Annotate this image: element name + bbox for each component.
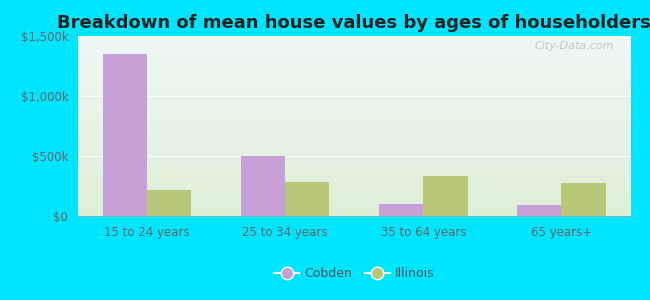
Bar: [562, 183, 606, 216]
Bar: [517, 205, 562, 216]
Legend: Cobden, Illinois: Cobden, Illinois: [269, 262, 439, 285]
Title: Breakdown of mean house values by ages of householders: Breakdown of mean house values by ages o…: [57, 14, 650, 32]
Bar: [241, 156, 285, 216]
Bar: [103, 54, 147, 216]
Bar: [285, 182, 330, 216]
Bar: [423, 176, 467, 216]
Text: City-Data.com: City-Data.com: [534, 41, 614, 51]
Bar: [379, 204, 423, 216]
Bar: [147, 190, 191, 216]
